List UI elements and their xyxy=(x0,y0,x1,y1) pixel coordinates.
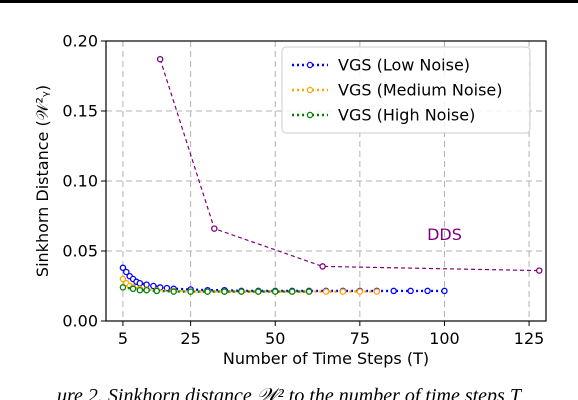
legend: VGS (Low Noise) VGS (Medium Noise) VGS (Hi… xyxy=(281,46,531,134)
x-tick-label: 75 xyxy=(350,329,370,348)
data-point xyxy=(136,279,144,287)
data-point xyxy=(129,285,137,293)
legend-entry: VGS (Medium Noise) xyxy=(292,81,503,100)
data-point xyxy=(136,286,144,294)
data-point xyxy=(187,288,194,295)
series-vgs-high-noise xyxy=(119,284,313,295)
series-vgs-low-noise xyxy=(119,264,448,295)
data-point xyxy=(204,288,211,295)
y-axis-label: Sinkhorn Distance (𝒲²ᵧ) xyxy=(33,85,52,277)
data-point xyxy=(238,288,245,295)
x-tick-label: 50 xyxy=(265,329,285,348)
data-point xyxy=(255,288,262,295)
legend-entry: VGS (Low Noise) xyxy=(292,56,470,75)
data-point xyxy=(170,288,177,295)
data-point xyxy=(373,288,381,295)
data-point xyxy=(407,287,414,295)
data-point xyxy=(356,288,364,295)
data-point xyxy=(123,268,130,276)
series-layer xyxy=(119,55,543,295)
y-tick-label: 0.05 xyxy=(62,242,98,261)
y-tick-label: 0.10 xyxy=(62,172,98,191)
figure-caption: ure 2. Sinkhorn distance 𝒲² to the numbe… xyxy=(57,385,521,400)
series-line xyxy=(122,286,310,293)
data-point xyxy=(119,284,127,291)
y-tick-label: 0.15 xyxy=(62,102,98,121)
top-rule xyxy=(0,0,578,3)
legend-label: VGS (Low Noise) xyxy=(338,56,470,75)
axes-layer: 5 25 50 75 100 125 0.00 0.05 0.10 0.15 0.20 Number … xyxy=(33,32,547,368)
series-dds xyxy=(156,55,543,274)
series-line xyxy=(121,278,377,293)
annotation-label: DDS xyxy=(427,225,462,244)
x-tick-label: 25 xyxy=(180,329,200,348)
x-tick-label: 125 xyxy=(514,329,545,348)
x-axis-label: Number of Time Steps (T) xyxy=(223,349,429,368)
data-point xyxy=(221,288,228,295)
legend-marker xyxy=(306,61,314,69)
x-tick-label: 100 xyxy=(429,329,460,348)
data-point xyxy=(441,287,448,295)
data-point xyxy=(119,275,127,283)
data-point xyxy=(153,287,161,295)
x-tick-label: 5 xyxy=(118,329,128,348)
data-point xyxy=(156,55,164,63)
y-tick-label: 0.00 xyxy=(62,312,98,331)
data-point xyxy=(424,287,431,295)
legend-marker xyxy=(306,111,314,119)
legend-marker xyxy=(306,86,314,94)
data-point xyxy=(288,288,296,295)
legend-box xyxy=(281,46,531,134)
data-point xyxy=(319,263,326,270)
legend-label: VGS (Medium Noise) xyxy=(338,81,503,100)
series-line xyxy=(159,59,540,272)
annotation-layer: DDS xyxy=(427,225,462,244)
data-point xyxy=(305,288,313,295)
data-point xyxy=(322,288,330,295)
data-point xyxy=(271,288,279,295)
legend-label: VGS (High Noise) xyxy=(338,106,475,125)
data-point xyxy=(150,282,157,290)
legend-entry: VGS (High Noise) xyxy=(292,106,475,125)
data-point xyxy=(390,287,397,295)
data-point xyxy=(143,286,150,294)
data-point xyxy=(211,225,218,232)
y-tick-label: 0.20 xyxy=(62,32,98,51)
data-point xyxy=(119,264,127,272)
data-point xyxy=(535,267,543,274)
data-point xyxy=(339,288,347,295)
